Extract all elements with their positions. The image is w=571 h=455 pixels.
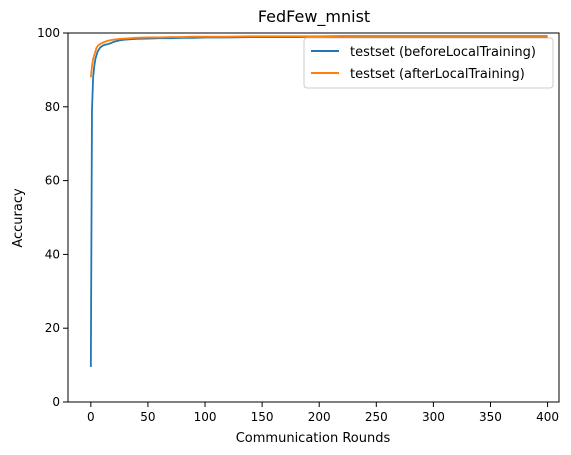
x-axis-ticks: 0 50 100 150 200 250 300 350 400 (87, 402, 559, 424)
series-line-1 (89, 35, 548, 78)
y-tick-label: 20 (45, 321, 60, 335)
x-tick-label: 100 (194, 410, 217, 424)
legend-label-after: testset (afterLocalTraining) (350, 67, 525, 82)
y-tick-label: 60 (45, 174, 60, 188)
x-tick-label: 250 (365, 410, 388, 424)
legend-label-before: testset (beforeLocalTraining) (350, 45, 536, 60)
x-tick-label: 50 (140, 410, 155, 424)
legend-box (303, 37, 554, 89)
x-tick-label: 200 (308, 410, 331, 424)
x-tick-label: 350 (479, 410, 502, 424)
x-tick-label: 300 (422, 410, 445, 424)
legend: testset (beforeLocalTraining) testset (a… (303, 37, 554, 89)
x-tick-label: 0 (87, 410, 95, 424)
plot-frame (67, 32, 560, 403)
y-tick-label: 100 (37, 26, 60, 40)
y-tick-label: 0 (52, 395, 60, 409)
x-tick-label: 400 (536, 410, 559, 424)
x-axis-label: Communication Rounds (236, 431, 391, 446)
y-tick-label: 40 (45, 247, 60, 261)
y-axis-ticks: 0 20 40 60 80 100 (37, 26, 68, 409)
plot-area (89, 35, 548, 367)
x-tick-label: 150 (251, 410, 274, 424)
chart-title: FedFew_mnist (258, 7, 370, 27)
y-axis-label: Accuracy (11, 188, 26, 248)
y-tick-label: 80 (45, 100, 60, 114)
